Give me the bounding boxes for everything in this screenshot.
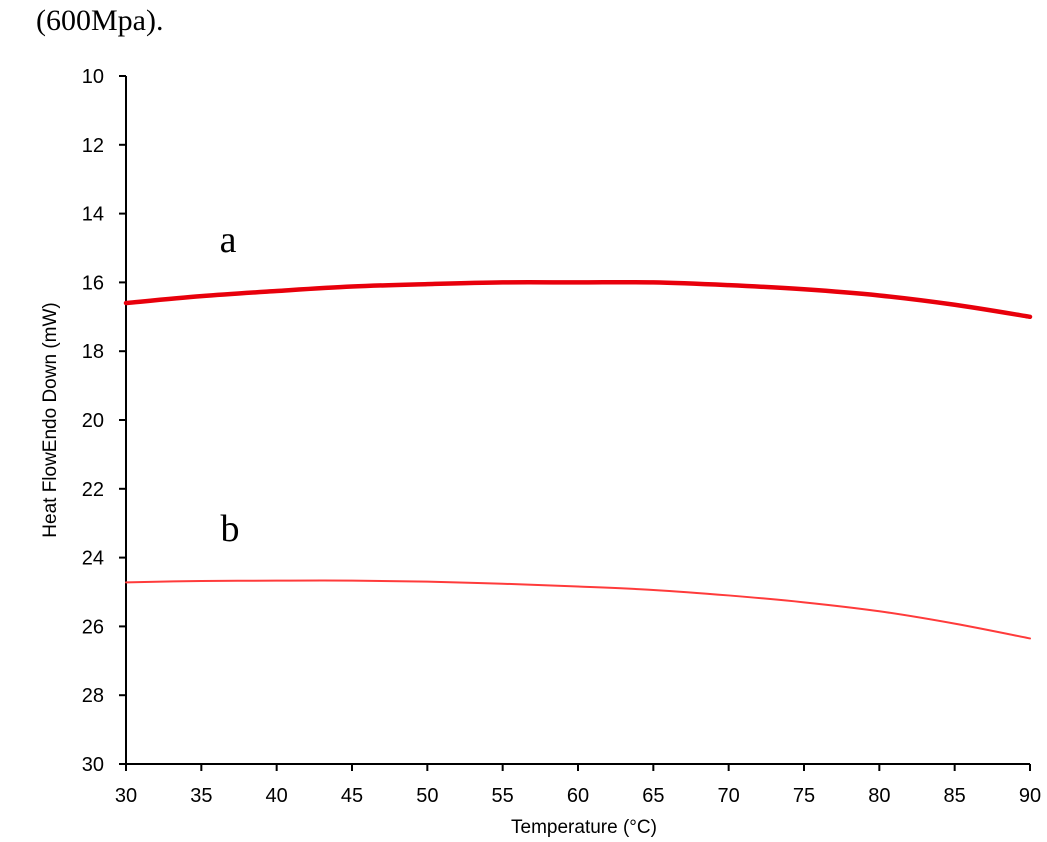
series-label-b: b — [221, 508, 240, 550]
y-tick-label: 24 — [82, 548, 104, 570]
figure-caption: (600Mpa). — [36, 4, 164, 37]
y-tick-label: 18 — [82, 341, 104, 363]
x-tick-label: 90 — [1019, 785, 1041, 807]
x-tick-label: 35 — [190, 785, 212, 807]
x-tick-label: 80 — [868, 785, 890, 807]
x-tick-label: 30 — [115, 785, 137, 807]
y-axis-title: Heat FlowEndo Down (mW) — [40, 302, 61, 537]
series-label-a: a — [220, 219, 237, 261]
x-axis: 30 35 40 45 50 55 60 65 70 75 80 85 90 — [115, 763, 1041, 807]
series-line-b — [125, 579, 1031, 640]
x-tick-label: 70 — [718, 785, 740, 807]
y-tick-label: 14 — [82, 204, 104, 226]
y-tick-label: 28 — [82, 685, 104, 707]
y-tick-label: 16 — [82, 272, 104, 294]
y-tick-label: 22 — [82, 479, 104, 501]
y-tick-label: 10 — [82, 66, 104, 88]
series-line-a — [123, 279, 1033, 320]
x-tick-label: 60 — [567, 785, 589, 807]
y-tick-label: 12 — [82, 135, 104, 157]
x-tick-label: 65 — [642, 785, 664, 807]
y-tick-label: 26 — [82, 616, 104, 638]
x-tick-label: 85 — [944, 785, 966, 807]
x-tick-label: 75 — [793, 785, 815, 807]
y-tick-label: 20 — [82, 410, 104, 432]
x-tick-label: 50 — [416, 785, 438, 807]
y-tick-label: 30 — [82, 754, 104, 776]
x-tick-label: 55 — [492, 785, 514, 807]
series-lines: ab — [123, 219, 1033, 640]
x-tick-label: 45 — [341, 785, 363, 807]
x-axis-title: Temperature (°C) — [511, 817, 657, 838]
y-axis: 10 12 14 16 18 20 22 24 26 28 30 — [82, 66, 127, 776]
x-tick-label: 40 — [266, 785, 288, 807]
